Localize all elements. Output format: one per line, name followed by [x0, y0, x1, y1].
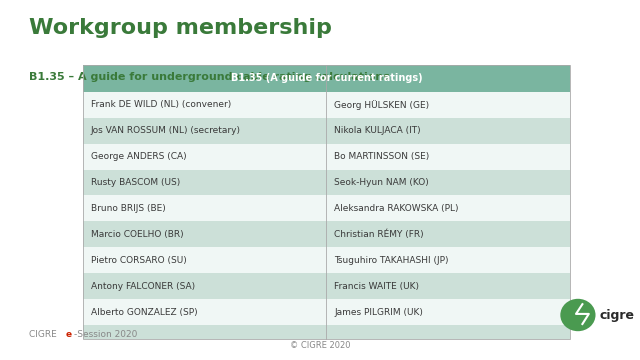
Text: Aleksandra RAKOWSKA (PL): Aleksandra RAKOWSKA (PL)	[334, 204, 459, 213]
Text: Alberto GONZALEZ (SP): Alberto GONZALEZ (SP)	[91, 307, 198, 317]
Text: B1.35 (A guide for current ratings): B1.35 (A guide for current ratings)	[230, 73, 422, 83]
Ellipse shape	[561, 299, 596, 331]
Text: Frank DE WILD (NL) (convener): Frank DE WILD (NL) (convener)	[91, 100, 231, 109]
Text: Georg HÜLSKEN (GE): Georg HÜLSKEN (GE)	[334, 100, 429, 110]
Bar	[83, 65, 570, 92]
Text: Christian RÉMY (FR): Christian RÉMY (FR)	[334, 230, 424, 239]
Bar	[83, 65, 570, 339]
Bar	[326, 118, 570, 144]
Text: Marcio COELHO (BR): Marcio COELHO (BR)	[91, 230, 184, 239]
Text: Rusty BASCOM (US): Rusty BASCOM (US)	[91, 178, 180, 187]
Bar	[83, 170, 326, 195]
Text: B1.35 – A guide for underground cable rating calculations: B1.35 – A guide for underground cable ra…	[29, 72, 390, 82]
Text: George ANDERS (CA): George ANDERS (CA)	[91, 152, 186, 161]
Bar	[83, 118, 326, 144]
Bar	[83, 325, 570, 339]
Text: cigre: cigre	[600, 309, 635, 321]
Text: -Session 2020: -Session 2020	[74, 330, 137, 339]
Bar	[326, 247, 570, 273]
Bar	[326, 273, 570, 299]
Bar	[326, 195, 570, 221]
Bar	[83, 273, 326, 299]
Bar	[83, 144, 326, 170]
Bar	[83, 92, 326, 118]
Bar	[326, 144, 570, 170]
Text: © CIGRE 2020: © CIGRE 2020	[290, 341, 350, 350]
Bar	[83, 195, 326, 221]
Text: Workgroup membership: Workgroup membership	[29, 18, 332, 38]
Text: Seok-Hyun NAM (KO): Seok-Hyun NAM (KO)	[334, 178, 429, 187]
Bar	[326, 299, 570, 325]
Bar	[83, 247, 326, 273]
Text: Bruno BRIJS (BE): Bruno BRIJS (BE)	[91, 204, 166, 213]
Text: Nikola KULJACA (IT): Nikola KULJACA (IT)	[334, 126, 420, 135]
Bar	[326, 92, 570, 118]
Text: Bo MARTINSSON (SE): Bo MARTINSSON (SE)	[334, 152, 429, 161]
Text: Pietro CORSARO (SU): Pietro CORSARO (SU)	[91, 256, 187, 265]
Bar	[83, 299, 326, 325]
Text: Francis WAITE (UK): Francis WAITE (UK)	[334, 282, 419, 291]
Text: CIGRE: CIGRE	[29, 330, 60, 339]
Text: e: e	[65, 330, 72, 339]
Text: Jos VAN ROSSUM (NL) (secretary): Jos VAN ROSSUM (NL) (secretary)	[91, 126, 241, 135]
Text: James PILGRIM (UK): James PILGRIM (UK)	[334, 307, 423, 317]
Text: Tsuguhiro TAKAHASHI (JP): Tsuguhiro TAKAHASHI (JP)	[334, 256, 449, 265]
Bar	[326, 170, 570, 195]
Bar	[83, 221, 326, 247]
Bar	[326, 221, 570, 247]
Text: Antony FALCONER (SA): Antony FALCONER (SA)	[91, 282, 195, 291]
